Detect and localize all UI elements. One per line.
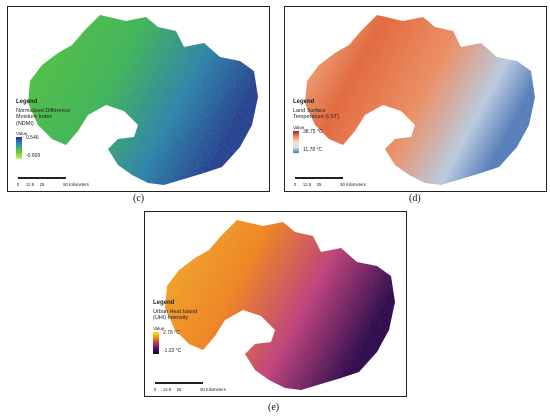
legend-layer-name-line-2: (UHI) Intensity [153,315,189,322]
scale-bar: 0 12.5 25 50 Kilometers [16,177,89,191]
map-panel-ndmi: Legend Normalised Difference Moisture In… [7,6,270,192]
color-ramp: 0.546 -0.609 [16,135,40,159]
map-panel-uhi: Legend Urban Heat Island (UHI) Intensity… [144,211,407,397]
legend-low-value: 11.78 °C [303,146,323,153]
legend-layer-name-line-1: Urban Heat Island [153,309,198,315]
scale-tick: 0 [16,182,20,187]
scale-tick: 50 Kilometers [340,182,366,187]
legend-value-label: Value [16,130,28,136]
uhi-legend: Legend Urban Heat Island (UHI) Intensity… [153,300,197,354]
caption-e: (e) [268,402,280,413]
color-ramp: 2.76 °C -1.22 °C [153,330,181,354]
legend-value-label: Value [293,124,305,130]
legend-layer-name-line-3: (NDMI) [16,120,34,127]
caption-c: (c) [133,193,145,204]
scale-tick: 25 [316,182,322,187]
scale-tick: 25 [176,387,182,392]
legend-title: Legend [153,300,175,306]
legend-value-label: Value [153,325,165,331]
legend-title: Legend [16,99,38,105]
scale-tick: 50 Kilometers [63,182,89,187]
legend-layer-name-line-2: Moisture Index [16,114,53,121]
scale-tick: 0 [293,182,297,187]
legend-high-value: 2.76 °C [163,329,180,336]
color-ramp: 38.75 °C 11.78 °C [293,129,323,153]
legend-layer-name-line-1: Land Surface [293,108,326,114]
scale-tick: 12.5 [302,182,312,187]
scale-tick: 50 Kilometers [200,387,226,392]
lst-legend: Legend Land Surface Temperature (LST) Va… [293,99,339,153]
legend-layer-name-line-1: Normalised Difference [16,108,71,114]
legend-low-value: -1.22 °C [163,347,182,354]
legend-low-value: -0.609 [26,152,41,159]
scale-bar: 0 12.5 25 50 Kilometers [293,177,366,191]
legend-high-value: 38.75 °C [303,128,323,135]
ndmi-legend: Legend Normalised Difference Moisture In… [16,99,70,159]
scale-tick: 12.5 [25,182,35,187]
caption-d: (d) [409,193,421,204]
map-panel-lst: Legend Land Surface Temperature (LST) Va… [284,6,547,192]
legend-high-value: 0.546 [26,134,39,141]
legend-title: Legend [293,99,315,105]
scale-tick: 0 [153,387,157,392]
ndmi-map-image [28,15,258,185]
scale-tick: 12.5 [162,387,172,392]
uhi-map-image [165,220,395,390]
lst-map-image [305,15,535,185]
scale-bar: 0 12.5 25 50 Kilometers [153,382,226,396]
scale-tick: 25 [39,182,45,187]
legend-layer-name-line-2: Temperature (LST) [293,114,340,121]
